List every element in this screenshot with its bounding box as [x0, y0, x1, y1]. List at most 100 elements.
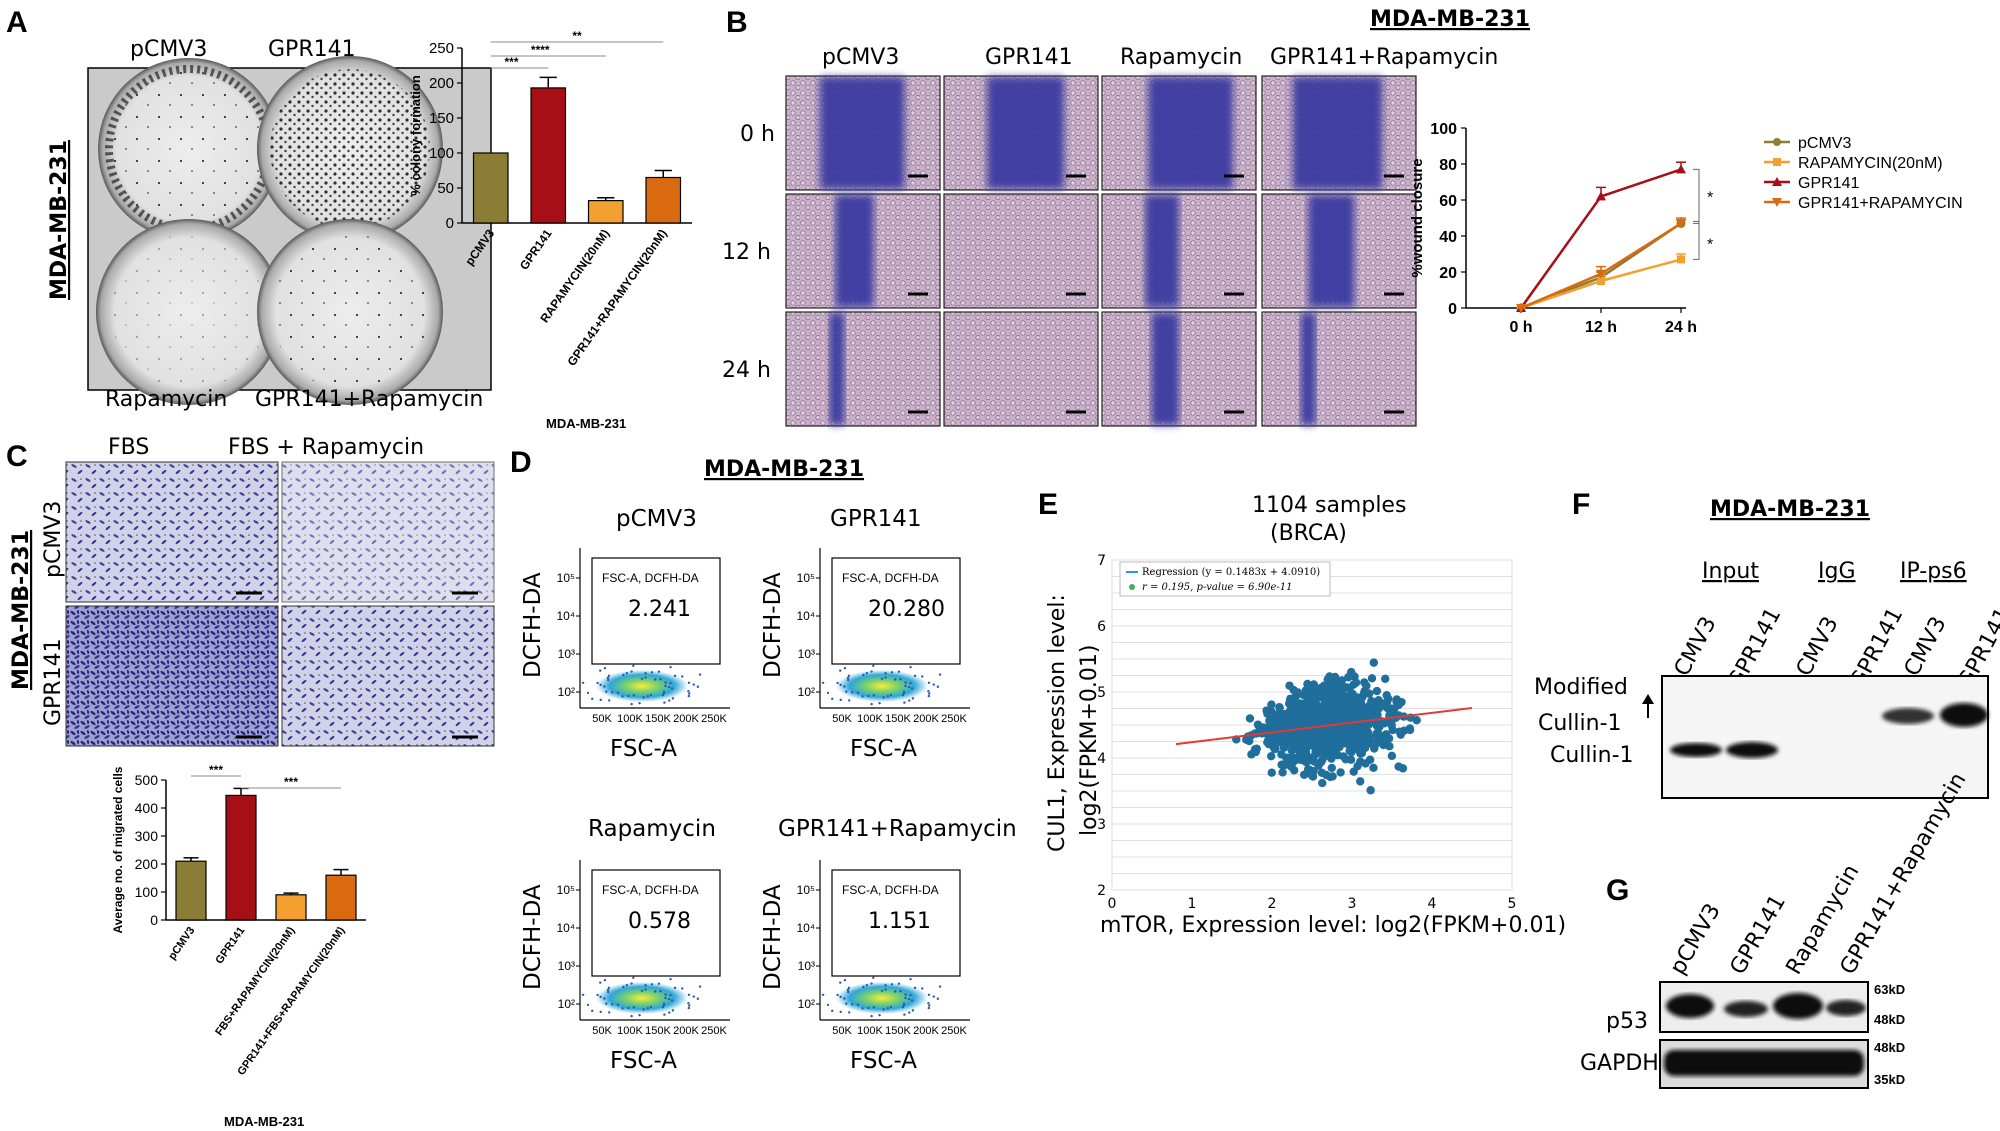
y-tick-label: 300 [135, 828, 159, 844]
flow-event [610, 691, 614, 694]
flow-event [642, 696, 645, 699]
flow-event [640, 677, 644, 680]
panel-c-row-label-1: pCMV3 [41, 501, 66, 578]
panel-f-label: F [1572, 488, 1590, 521]
flow-event [638, 701, 641, 705]
legend-label: r = 0.195, p-value = 6.90e-11 [1142, 582, 1292, 593]
significance-label: * [1707, 189, 1713, 206]
x-tick-label: GPR141 [213, 925, 247, 966]
flow-event [644, 984, 647, 987]
flow-event [622, 673, 625, 677]
flow-x-axis-label: FSC-A [850, 1048, 917, 1074]
flow-event [668, 1011, 671, 1014]
scatter-point [1358, 692, 1367, 702]
flow-x-tick-label: 100K [857, 713, 883, 725]
flow-x-tick-label: 100K [617, 1025, 643, 1037]
scatter-point [1373, 710, 1382, 720]
y-tick-label: 100 [1430, 121, 1457, 138]
scatter-point [1336, 768, 1345, 777]
scatter-point [1274, 709, 1284, 718]
panel-f-blot [1642, 675, 1989, 799]
scatter-point [1374, 696, 1383, 705]
flow-event [599, 683, 602, 687]
flow-x-tick-label: 150K [885, 1025, 911, 1037]
panel-e-ylabel-line2: log2(FPKM+0.01) [1077, 645, 1102, 836]
x-tick-label: 5 [1508, 896, 1517, 912]
series-point [1597, 277, 1605, 285]
flow-event [845, 1002, 848, 1005]
flow-event [638, 1013, 641, 1017]
flow-event [907, 685, 911, 689]
flow-event [927, 1001, 930, 1005]
y-tick-label: 5 [1097, 685, 1106, 701]
wound-col-label: Rapamycin [1120, 45, 1242, 70]
flow-event [663, 1013, 666, 1016]
flow-event [603, 685, 606, 688]
scatter-point [1316, 690, 1325, 699]
flow-event [606, 676, 610, 680]
flow-event [616, 691, 620, 694]
bar [175, 860, 207, 921]
flow-event [668, 699, 671, 702]
scatter-point [1267, 700, 1276, 709]
flow-event [870, 702, 873, 706]
flow-y-tick-label: 10⁵ [797, 571, 815, 585]
flow-event [687, 681, 691, 684]
flow-event [616, 1003, 620, 1006]
scatter-point [1405, 725, 1415, 735]
panel-e-xlabel: mTOR, Expression level: log2(FPKM+0.01) [1100, 913, 1566, 938]
wound-col-label: pCMV3 [822, 45, 899, 70]
significance-bracket [1693, 220, 1700, 260]
legend-marker [1772, 198, 1782, 207]
flow-event [625, 672, 629, 675]
wound-col-label: GPR141+Rapamycin [1270, 45, 1498, 70]
flow-event [843, 997, 846, 1000]
flow-event [901, 1005, 905, 1009]
flow-gate-label: FSC-A, DCFH-DA [602, 883, 699, 897]
wound-gap [1308, 195, 1355, 307]
flow-x-axis-label: FSC-A [850, 736, 917, 762]
flow-y-tick-label: 10³ [798, 959, 815, 973]
migrated-cells-chart: 0 100 200 300 400 500 Average no. of migrated … [111, 763, 366, 1078]
flow-event [605, 690, 608, 693]
flow-event [673, 674, 677, 678]
flow-event [664, 681, 667, 684]
flow-event [870, 1014, 873, 1018]
y-tick-label: 40 [1439, 229, 1457, 246]
x-tick-label: GPR141+FBS+RAPAMYCIN(20nM) [235, 925, 347, 1078]
flow-event [662, 690, 666, 693]
panel-c-col-label-1: FBS [108, 435, 149, 460]
scatter-point [1353, 761, 1362, 771]
colony-plates-image [87, 56, 492, 405]
flow-x-tick-label: 150K [885, 713, 911, 725]
scatter-point [1341, 755, 1350, 764]
flow-x-tick-label: 50K [592, 1025, 612, 1037]
scatter-point [1383, 704, 1392, 713]
y-tick-label: 500 [135, 772, 159, 788]
flow-x-tick-label: 50K [832, 1025, 852, 1037]
x-tick-label: 12 h [1585, 319, 1617, 336]
flow-event [856, 691, 860, 694]
flow-event [909, 682, 912, 685]
scatter-point [1357, 703, 1367, 712]
panel-g-row-gapdh: GAPDH [1580, 1051, 1659, 1076]
x-tick-label: 24 h [1665, 319, 1697, 336]
bar [275, 894, 307, 921]
y-tick-label: 250 [429, 40, 454, 57]
bar [587, 200, 624, 224]
y-axis-label: % colony formation [408, 75, 423, 196]
flow-event [698, 673, 702, 676]
y-tick-label: 200 [135, 856, 159, 872]
flow-event [847, 986, 851, 990]
flow-event [632, 664, 635, 667]
scatter-point [1272, 721, 1282, 730]
flow-event [843, 978, 847, 982]
flow-event [890, 671, 894, 674]
flow-event [627, 694, 630, 698]
flow-event [904, 684, 907, 688]
panel-g-lane-label: pCMV3 [1666, 900, 1726, 979]
legend-label: pCMV3 [1798, 135, 1851, 152]
wound-image [1261, 311, 1417, 427]
series-point [1676, 164, 1686, 174]
y-tick-label: 3 [1097, 817, 1106, 833]
